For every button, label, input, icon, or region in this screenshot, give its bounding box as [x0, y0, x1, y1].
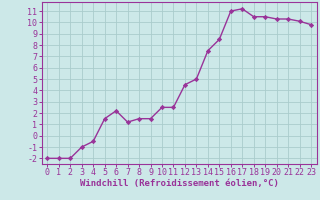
X-axis label: Windchill (Refroidissement éolien,°C): Windchill (Refroidissement éolien,°C): [80, 179, 279, 188]
